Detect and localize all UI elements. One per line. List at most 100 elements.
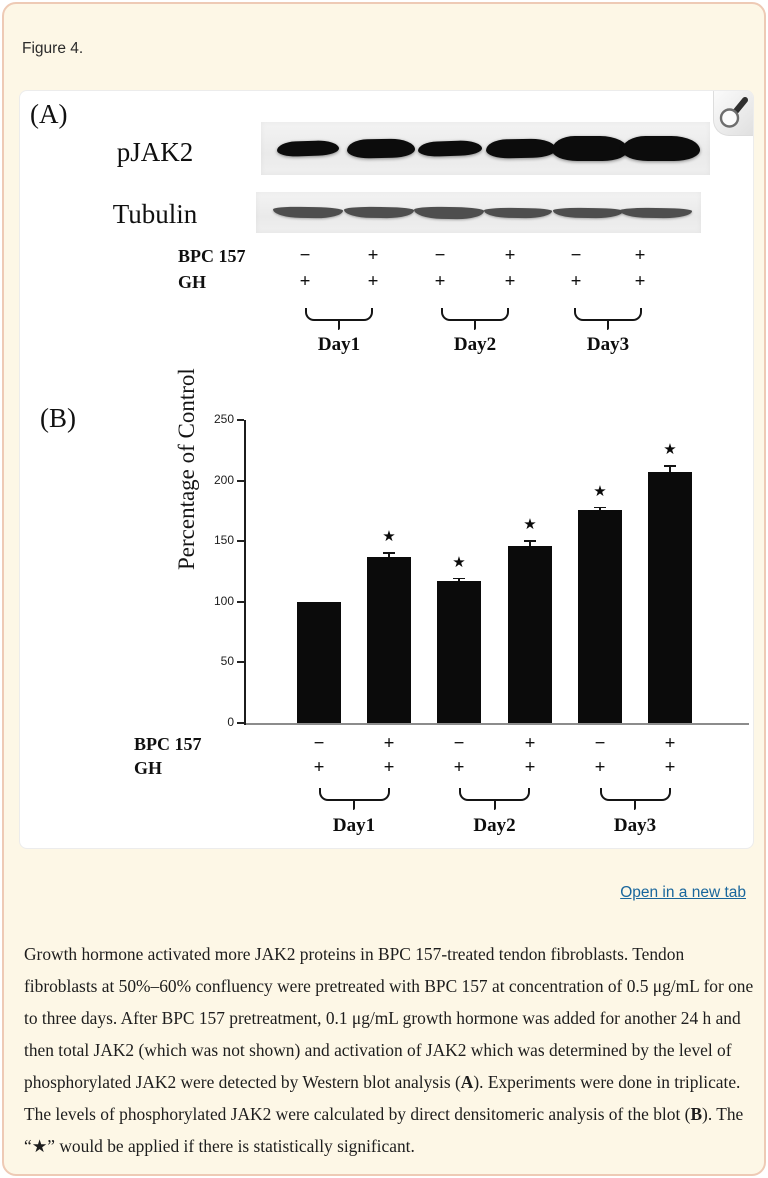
- group-bracket: [305, 308, 373, 321]
- bpc157-sign: +: [664, 733, 676, 754]
- caption-panel-a-ref: A: [460, 1072, 474, 1092]
- significance-star: ★: [523, 515, 537, 534]
- bpc157-row-label: BPC 157: [134, 734, 202, 754]
- bpc157-sign: +: [367, 245, 379, 266]
- bpc157-sign: −: [434, 245, 446, 266]
- bar: [508, 546, 552, 723]
- bar: [648, 472, 692, 723]
- bpc157-sign: +: [383, 733, 395, 754]
- tick-mark: [237, 540, 244, 543]
- gh-row-label: GH: [178, 272, 207, 292]
- group-bracket-stem: [493, 801, 496, 810]
- bpc157-sign: −: [570, 245, 582, 266]
- caption-text: ). Experiments were done in triplicate. …: [24, 1072, 741, 1124]
- bpc157-sign: −: [453, 733, 465, 754]
- caption-text: ). The “★” would be applied if there is …: [24, 1104, 744, 1156]
- gh-sign: +: [504, 271, 516, 292]
- tick-label: 50: [220, 654, 234, 669]
- caption-panel-b-ref: B: [690, 1104, 703, 1124]
- figure-caption: Growth hormone activated more JAK2 prote…: [24, 938, 756, 1162]
- figure-title: Figure 4.: [22, 40, 84, 57]
- bpc157-sign: −: [594, 733, 606, 754]
- error-bar-cap: [594, 506, 606, 509]
- gh-sign: +: [313, 757, 325, 778]
- bpc157-sign: −: [313, 733, 325, 754]
- significance-star: ★: [452, 552, 466, 571]
- gh-sign: +: [367, 271, 379, 292]
- group-label: Day1: [317, 334, 361, 355]
- error-bar-cap: [524, 540, 536, 542]
- group-bracket: [574, 308, 642, 321]
- bpc157-sign: +: [524, 733, 536, 754]
- group-bracket-stem: [338, 321, 340, 330]
- error-bar: [388, 553, 390, 557]
- error-bar-cap: [664, 465, 676, 467]
- group-bracket-stem: [634, 801, 636, 810]
- bar: [578, 509, 622, 723]
- gh-sign: +: [594, 757, 606, 778]
- gh-sign: +: [434, 271, 446, 292]
- error-bar: [669, 466, 671, 473]
- group-bracket-stem: [353, 801, 355, 810]
- magnifier-button[interactable]: [713, 91, 753, 136]
- tick-label: 0: [227, 715, 234, 729]
- gh-sign: +: [634, 271, 646, 292]
- bar: [297, 601, 341, 723]
- group-bracket-stem: [474, 321, 476, 330]
- caption-text: Growth hormone activated more JAK2 prote…: [24, 944, 754, 1092]
- pjak2-label: pJAK2: [116, 137, 194, 167]
- gh-sign: +: [524, 757, 536, 778]
- gh-sign: +: [299, 271, 311, 292]
- tick-mark: [237, 419, 244, 421]
- tick-label: 150: [213, 533, 234, 548]
- group-bracket: [441, 308, 509, 321]
- panel-a-label: (A): [30, 99, 68, 129]
- open-new-tab-link[interactable]: Open in a new tab: [620, 884, 746, 901]
- gh-sign: +: [664, 757, 676, 778]
- bpc157-row-label: BPC 157: [178, 246, 246, 266]
- significance-star: ★: [382, 527, 396, 546]
- bar: [367, 556, 411, 723]
- y-axis-line: [244, 420, 246, 725]
- bpc157-sign: +: [504, 245, 516, 266]
- x-axis-line: [246, 723, 749, 725]
- error-bar: [529, 541, 531, 547]
- error-bar-cap: [383, 552, 395, 554]
- group-label: Day1: [332, 815, 376, 836]
- group-label: Day3: [613, 815, 657, 836]
- figure-image-panel[interactable]: (A) pJAK2 Tubulin (B) Percentage of Cont…: [19, 90, 754, 849]
- bpc157-sign: −: [299, 245, 311, 266]
- pjak2-blot: [261, 122, 710, 175]
- bar: [437, 581, 481, 723]
- error-bar-cap: [453, 577, 465, 580]
- group-label: Day2: [453, 334, 497, 355]
- gh-sign: +: [383, 757, 395, 778]
- tick-mark: [237, 661, 244, 664]
- bpc157-sign: +: [634, 245, 646, 266]
- tick-mark: [237, 479, 244, 482]
- tick-mark: [237, 722, 244, 724]
- tick-mark: [237, 600, 244, 603]
- chart-layer: 0 50 100 150 200 250 ★ ★ ★ ★ ★ BPC 157 GH − + + + − + + + − + +…: [20, 91, 753, 848]
- gh-sign: +: [453, 757, 465, 778]
- tick-label: 250: [213, 412, 234, 426]
- tick-label: 100: [213, 593, 234, 608]
- error-bar: [458, 578, 460, 582]
- significance-star: ★: [593, 481, 607, 500]
- group-bracket-stem: [607, 321, 609, 330]
- significance-star: ★: [663, 440, 677, 459]
- tick-label: 200: [213, 472, 234, 487]
- blot-band: [552, 136, 628, 161]
- group-bracket: [599, 788, 671, 801]
- group-label: Day3: [586, 334, 630, 355]
- blot-band: [622, 136, 700, 161]
- panel-b-label: (B): [40, 403, 76, 433]
- tubulin-blot: [256, 192, 701, 233]
- tubulin-label: Tubulin: [112, 199, 198, 229]
- gh-sign: +: [570, 271, 582, 292]
- group-bracket: [459, 788, 530, 801]
- error-bar: [599, 507, 601, 510]
- group-label: Day2: [473, 815, 516, 836]
- gh-row-label: GH: [134, 758, 163, 778]
